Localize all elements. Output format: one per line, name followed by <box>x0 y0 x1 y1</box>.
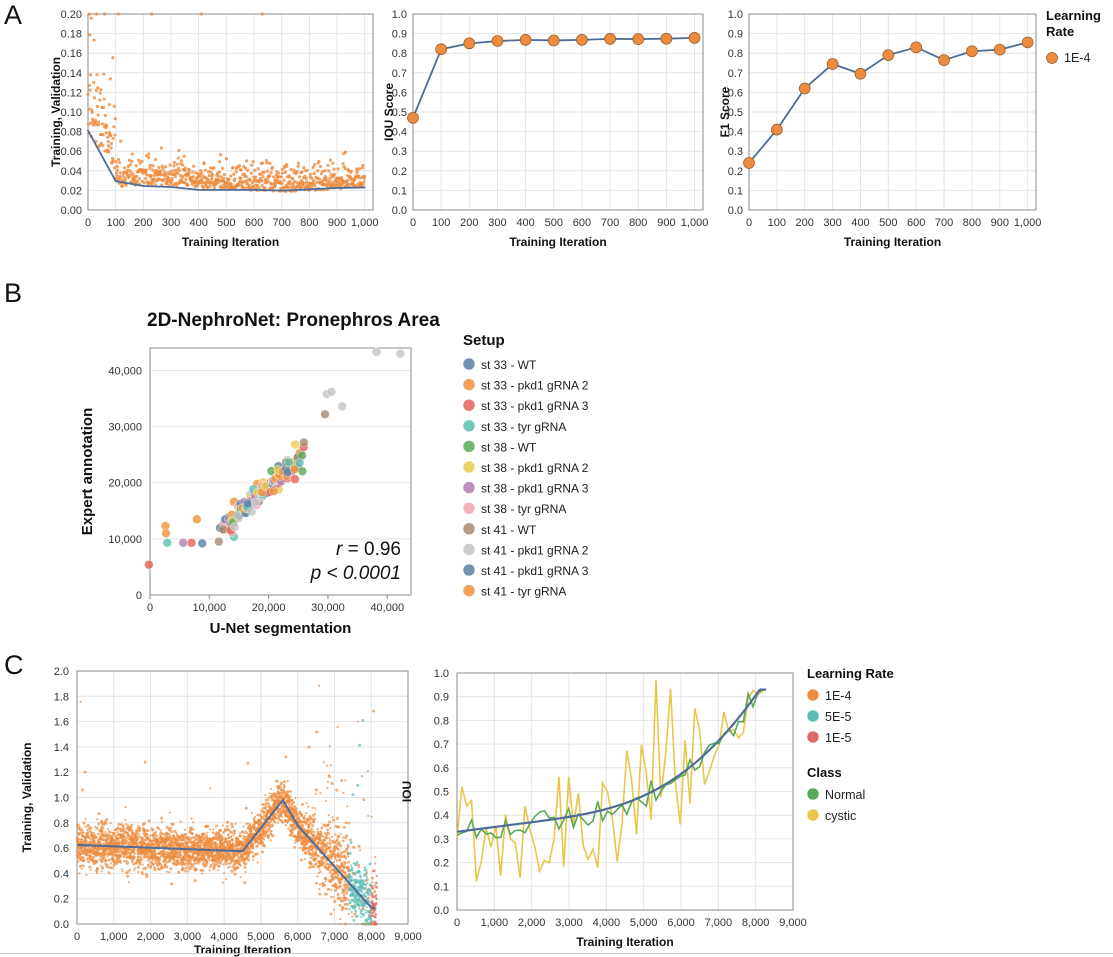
svg-text:0.4: 0.4 <box>434 810 449 822</box>
svg-text:3,000: 3,000 <box>555 917 583 929</box>
svg-text:1.6: 1.6 <box>54 717 69 729</box>
svg-text:IOU: IOU <box>400 781 414 802</box>
svg-text:1.2: 1.2 <box>54 767 69 779</box>
svg-text:8,000: 8,000 <box>357 931 385 943</box>
svg-text:1E-5: 1E-5 <box>825 731 851 745</box>
svg-text:0.0: 0.0 <box>434 905 449 917</box>
svg-text:1.0: 1.0 <box>54 793 69 805</box>
svg-text:0.2: 0.2 <box>434 858 449 870</box>
svg-text:5,000: 5,000 <box>630 917 658 929</box>
svg-text:0.5: 0.5 <box>434 787 449 799</box>
svg-text:0.8: 0.8 <box>54 818 69 830</box>
svg-text:0: 0 <box>74 931 80 943</box>
svg-text:2.0: 2.0 <box>54 666 69 678</box>
svg-text:3,000: 3,000 <box>174 931 202 943</box>
svg-text:0.8: 0.8 <box>434 715 449 727</box>
svg-text:5,000: 5,000 <box>247 931 275 943</box>
svg-text:0.1: 0.1 <box>434 881 449 893</box>
svg-text:7,000: 7,000 <box>321 931 349 943</box>
svg-text:0.6: 0.6 <box>434 763 449 775</box>
svg-text:1E-4: 1E-4 <box>825 689 851 703</box>
svg-text:5E-5: 5E-5 <box>825 710 851 724</box>
svg-text:1,000: 1,000 <box>100 931 128 943</box>
svg-text:2,000: 2,000 <box>137 931 165 943</box>
svg-text:Class: Class <box>807 765 842 780</box>
svg-text:1.4: 1.4 <box>54 742 69 754</box>
svg-text:cystic: cystic <box>825 809 856 823</box>
svg-text:7,000: 7,000 <box>705 917 733 929</box>
svg-text:0.9: 0.9 <box>434 692 449 704</box>
svg-text:4,000: 4,000 <box>593 917 621 929</box>
svg-text:0.0: 0.0 <box>54 919 69 931</box>
svg-text:4,000: 4,000 <box>210 931 238 943</box>
svg-text:6,000: 6,000 <box>667 917 695 929</box>
svg-text:0.2: 0.2 <box>54 894 69 906</box>
svg-text:Normal: Normal <box>825 788 865 802</box>
svg-text:8,000: 8,000 <box>742 917 770 929</box>
svg-text:0.4: 0.4 <box>54 868 69 880</box>
svg-text:0: 0 <box>454 917 460 929</box>
svg-text:0.6: 0.6 <box>54 843 69 855</box>
svg-text:1.8: 1.8 <box>54 691 69 703</box>
svg-text:6,000: 6,000 <box>284 931 312 943</box>
svg-text:Training, Validation: Training, Validation <box>20 742 34 852</box>
svg-text:1.0: 1.0 <box>434 668 449 680</box>
svg-text:0.7: 0.7 <box>434 739 449 751</box>
svg-text:9,000: 9,000 <box>779 917 807 929</box>
svg-text:Training Iteration: Training Iteration <box>194 943 291 957</box>
svg-text:Learning Rate: Learning Rate <box>807 666 894 681</box>
svg-text:0.3: 0.3 <box>434 834 449 846</box>
svg-text:Training Iteration: Training Iteration <box>576 935 673 949</box>
svg-text:9,000: 9,000 <box>394 931 422 943</box>
svg-text:1,000: 1,000 <box>481 917 509 929</box>
svg-text:2,000: 2,000 <box>518 917 546 929</box>
